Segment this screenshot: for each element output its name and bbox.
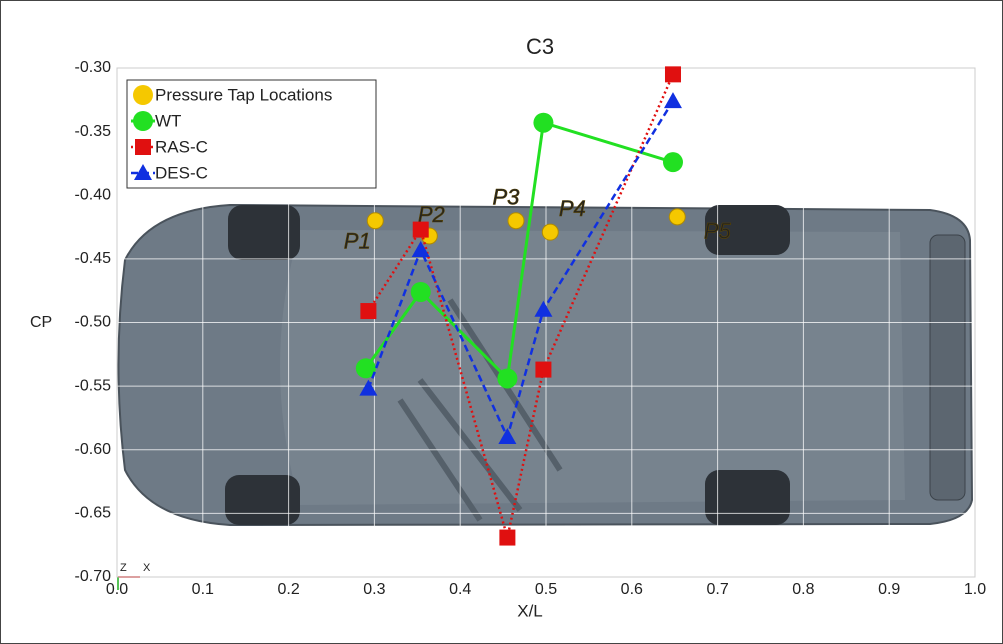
point-label: P5 bbox=[704, 219, 732, 244]
legend-label: WT bbox=[155, 111, 181, 130]
orientation-label: X bbox=[143, 562, 151, 574]
data-point bbox=[360, 303, 377, 320]
legend-label: Pressure Tap Locations bbox=[155, 85, 332, 104]
chart-title: C3 bbox=[526, 34, 554, 59]
legend-marker bbox=[133, 85, 153, 105]
data-point bbox=[359, 379, 378, 396]
legend-box bbox=[126, 79, 377, 189]
data-point bbox=[355, 358, 376, 379]
data-point bbox=[534, 300, 553, 317]
y-tick-label: -0.50 bbox=[75, 314, 112, 331]
y-tick-label: -0.70 bbox=[75, 568, 112, 585]
x-axis-label: X/L bbox=[517, 601, 543, 620]
y-tick-label: -0.60 bbox=[75, 441, 112, 458]
data-point bbox=[664, 66, 681, 83]
y-tick-label: -0.35 bbox=[75, 123, 112, 140]
x-tick-label: 1.0 bbox=[964, 581, 986, 598]
y-tick-label: -0.30 bbox=[75, 59, 112, 76]
data-point bbox=[411, 240, 430, 257]
data-point bbox=[662, 152, 683, 173]
x-tick-label: 0.7 bbox=[706, 581, 728, 598]
legend-label: DES-C bbox=[155, 163, 208, 182]
legend-marker bbox=[133, 111, 153, 131]
data-point bbox=[663, 92, 682, 109]
point-label: P2 bbox=[418, 202, 445, 227]
x-tick-label: 0.2 bbox=[277, 581, 299, 598]
legend-marker bbox=[135, 139, 151, 155]
y-tick-label: -0.45 bbox=[75, 250, 112, 267]
orientation-label: Z bbox=[120, 562, 127, 574]
tap-marker bbox=[507, 212, 525, 230]
y-axis-label: CP bbox=[30, 314, 52, 331]
point-label: P1 bbox=[344, 229, 371, 254]
legend-marker bbox=[134, 164, 152, 180]
data-point bbox=[535, 361, 552, 378]
data-point bbox=[499, 529, 516, 546]
data-point bbox=[412, 221, 429, 238]
data-point bbox=[498, 428, 517, 445]
x-tick-label: 0.4 bbox=[449, 581, 471, 598]
tap-marker bbox=[366, 212, 384, 230]
x-tick-label: 0.9 bbox=[878, 581, 900, 598]
x-tick-label: 0.0 bbox=[106, 581, 128, 598]
x-tick-label: 0.5 bbox=[535, 581, 557, 598]
point-label: P3 bbox=[493, 185, 521, 210]
data-point bbox=[497, 368, 518, 389]
x-tick-label: 0.3 bbox=[363, 581, 385, 598]
tap-marker bbox=[668, 208, 686, 226]
x-tick-label: 0.1 bbox=[192, 581, 214, 598]
y-tick-label: -0.40 bbox=[75, 186, 112, 203]
point-label: P4 bbox=[559, 196, 586, 221]
data-point bbox=[410, 281, 431, 302]
tap-marker bbox=[541, 223, 559, 241]
plot-border bbox=[116, 67, 976, 578]
y-tick-label: -0.55 bbox=[75, 377, 112, 394]
legend-label: RAS-C bbox=[155, 137, 208, 156]
y-tick-label: -0.65 bbox=[75, 505, 112, 522]
x-tick-label: 0.8 bbox=[792, 581, 814, 598]
data-point bbox=[533, 112, 554, 133]
x-tick-label: 0.6 bbox=[621, 581, 643, 598]
